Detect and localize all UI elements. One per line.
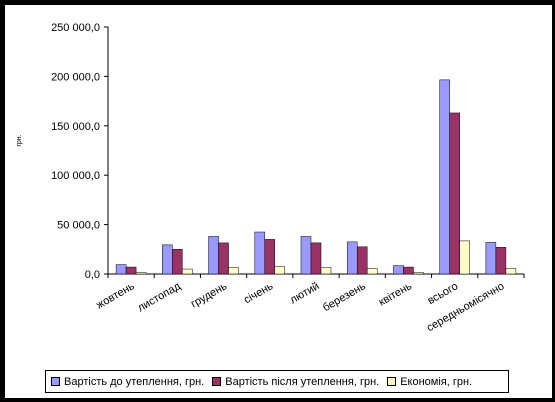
bar-3-6 [366,268,378,275]
bar-1-2 [162,244,173,275]
bar-3-7 [413,272,424,275]
bar-1-7 [393,265,404,275]
bar-2-5 [310,242,322,275]
bar-2-1 [125,266,137,275]
bar-1-1 [115,264,127,275]
legend-item-2: Вартість після утеплення, грн. [212,376,379,388]
bar-3-5 [320,267,332,275]
bar-1-6 [346,241,358,275]
y-tick-label: 200 000,0 [51,71,100,83]
bar-2-6 [356,246,368,275]
y-tick-label: 150 000,0 [51,121,100,133]
bar-1-9 [485,242,497,275]
y-tick-label: 100 000,0 [51,170,100,182]
bar-2-9 [495,247,507,275]
legend-label: Вартість після утеплення, грн. [225,375,380,388]
bar-2-4 [264,239,276,275]
bar-3-4 [274,266,286,275]
bar-3-9 [505,268,517,275]
legend-item-3: Економія, грн. [387,376,472,388]
bar-1-4 [254,231,266,275]
y-axis-title: грн. [16,134,23,146]
bar-3-1 [135,272,147,275]
bar-2-3 [218,242,229,275]
bar-3-3 [228,267,239,275]
legend-swatch [212,377,222,386]
y-tick-label: 0,0 [85,269,100,281]
bar-3-8 [459,240,470,275]
legend-label: Економія, грн. [400,375,473,388]
bar-2-7 [403,266,414,275]
legend-swatch [387,377,397,386]
bar-3-2 [182,268,193,275]
bar-1-8 [439,79,450,275]
chart-background [5,5,552,398]
bar-1-3 [208,236,219,275]
bar-2-8 [449,112,460,275]
bar-2-2 [172,249,183,275]
legend-swatch [51,377,60,386]
bar-1-5 [300,236,312,275]
legend-label: Вартість до утеплення, грн. [64,375,205,388]
legend-item-1: Вартість до утеплення, грн. [51,376,204,388]
chart-legend: Вартість до утеплення, грн. Вартість післ… [45,370,509,393]
y-tick-label: 250 000,0 [51,22,100,34]
y-tick-label: 50 000,0 [57,220,100,232]
